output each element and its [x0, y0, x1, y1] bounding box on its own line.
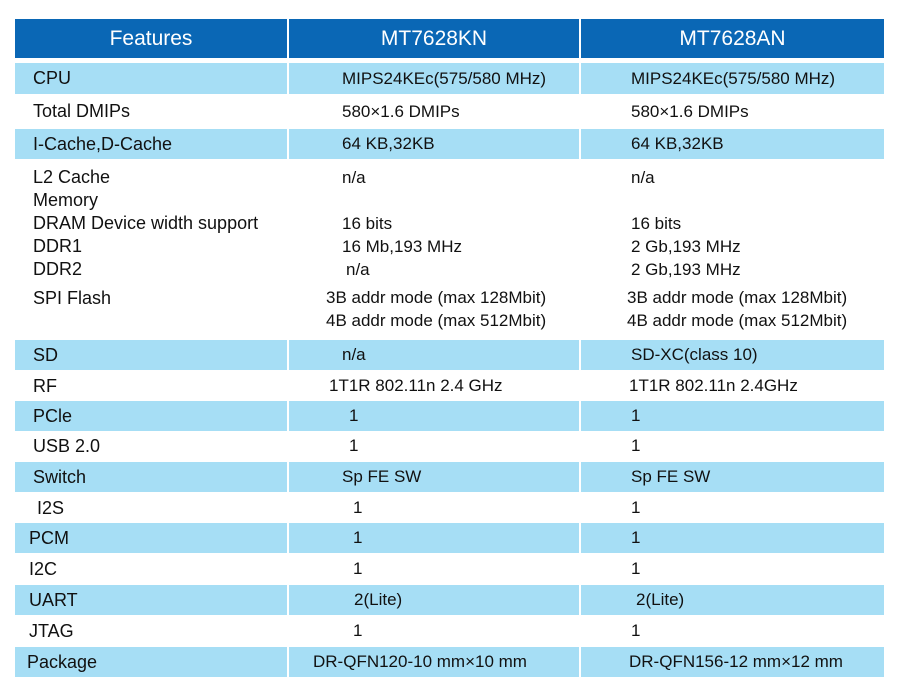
an-value-group: n/a 16 bits 2 Gb,193 MHz 2 Gb,193 MHz 3B…: [581, 166, 884, 338]
header-mt7628kn: MT7628KN: [289, 19, 581, 58]
an-value: 64 KB,32KB: [581, 129, 884, 159]
feature-label: SPI Flash: [33, 288, 112, 308]
kn-value: 1: [289, 401, 581, 431]
kn-value: n/a: [346, 260, 370, 279]
table-row: I-Cache,D-Cache 64 KB,32KB 64 KB,32KB: [15, 129, 884, 159]
an-value: 2 Gb,193 MHz: [631, 237, 741, 256]
feature-label: USB 2.0: [33, 435, 101, 456]
feature-label: I2C: [29, 558, 58, 579]
feature-label: Package: [15, 647, 289, 677]
kn-value: 64 KB,32KB: [289, 129, 581, 159]
table-row: Package DR-QFN120-10 mm×10 mm DR-QFN156-…: [15, 647, 884, 677]
feature-label-group: L2 Cache Memory DRAM Device width suppor…: [15, 166, 289, 338]
table-header: Features MT7628KN MT7628AN: [15, 19, 884, 58]
an-value: 16 bits: [631, 214, 682, 233]
an-value: 1: [631, 436, 641, 455]
kn-value: 1: [349, 436, 359, 455]
kn-value: 1: [353, 559, 363, 578]
kn-value: 1: [353, 621, 363, 640]
an-value: MIPS24KEc(575/580 MHz): [581, 63, 884, 94]
feature-label: Memory: [33, 190, 99, 210]
an-value: DR-QFN156-12 mm×12 mm: [581, 647, 884, 677]
table-row: JTAG 1 1: [15, 616, 884, 646]
table-row: PCM 1 1: [15, 523, 884, 553]
feature-label: I-Cache,D-Cache: [15, 129, 289, 159]
feature-label: L2 Cache: [33, 167, 111, 187]
kn-value: n/a: [342, 168, 366, 187]
kn-value: 2(Lite): [289, 585, 581, 615]
feature-label: SD: [15, 340, 289, 370]
feature-label: Switch: [15, 462, 289, 492]
feature-label: PCM: [15, 523, 289, 553]
table-row: Total DMIPs 580×1.6 DMIPs 580×1.6 DMIPs: [15, 96, 884, 127]
an-value: 580×1.6 DMIPs: [631, 101, 749, 121]
feature-label: PCle: [15, 401, 289, 431]
an-value: SD-XC(class 10): [581, 340, 884, 370]
table-row: USB 2.0 1 1: [15, 431, 884, 461]
kn-value: 580×1.6 DMIPs: [342, 101, 460, 121]
feature-label: Total DMIPs: [33, 101, 131, 121]
feature-label: DRAM Device width support: [33, 213, 259, 233]
an-value: 1: [631, 621, 641, 640]
feature-label: CPU: [15, 63, 289, 94]
kn-value: 4B addr mode (max 512Mbit): [326, 311, 547, 330]
kn-value: 1: [289, 523, 581, 553]
an-value: 1: [631, 498, 641, 517]
feature-label: DDR1: [33, 236, 83, 256]
kn-value: 3B addr mode (max 128Mbit): [326, 288, 547, 307]
table-row: Switch Sp FE SW Sp FE SW: [15, 462, 884, 492]
feature-label: I2S: [37, 497, 65, 518]
kn-value: n/a: [289, 340, 581, 370]
table-row: SD n/a SD-XC(class 10): [15, 340, 884, 370]
table-row: I2C 1 1: [15, 554, 884, 584]
kn-value: DR-QFN120-10 mm×10 mm: [289, 647, 581, 677]
feature-label: RF: [33, 375, 57, 396]
feature-label: UART: [15, 585, 289, 615]
kn-value-group: n/a 16 bits 16 Mb,193 MHz n/a 3B addr mo…: [289, 166, 581, 338]
kn-value: 1T1R 802.11n 2.4 GHz: [329, 376, 503, 395]
memory-block: L2 Cache Memory DRAM Device width suppor…: [15, 166, 884, 338]
feature-label: JTAG: [29, 620, 74, 641]
kn-value: 16 bits: [342, 214, 393, 233]
an-value: 3B addr mode (max 128Mbit): [627, 288, 848, 307]
an-value: 2(Lite): [581, 585, 884, 615]
table-row: PCle 1 1: [15, 401, 884, 431]
kn-value: 1: [353, 498, 363, 517]
feature-label: DDR2: [33, 259, 83, 279]
an-value: [631, 189, 884, 212]
kn-value: MIPS24KEc(575/580 MHz): [289, 63, 581, 94]
an-value: 4B addr mode (max 512Mbit): [627, 311, 848, 330]
an-value: 2 Gb,193 MHz: [631, 260, 741, 279]
an-value: 1: [581, 401, 884, 431]
kn-value: [342, 189, 581, 212]
an-value: 1: [631, 559, 641, 578]
an-value: n/a: [631, 168, 655, 187]
header-features: Features: [15, 19, 289, 58]
an-value: 1T1R 802.11n 2.4GHz: [629, 376, 798, 395]
header-mt7628an: MT7628AN: [581, 19, 884, 58]
table-row: RF 1T1R 802.11n 2.4 GHz 1T1R 802.11n 2.4…: [15, 371, 884, 401]
feature-label: [33, 315, 289, 338]
table-row: UART 2(Lite) 2(Lite): [15, 585, 884, 615]
table-row: I2S 1 1: [15, 493, 884, 523]
an-value: 1: [581, 523, 884, 553]
kn-value: Sp FE SW: [289, 462, 581, 492]
kn-value: 16 Mb,193 MHz: [342, 237, 462, 256]
an-value: Sp FE SW: [581, 462, 884, 492]
table-row: CPU MIPS24KEc(575/580 MHz) MIPS24KEc(575…: [15, 63, 884, 94]
